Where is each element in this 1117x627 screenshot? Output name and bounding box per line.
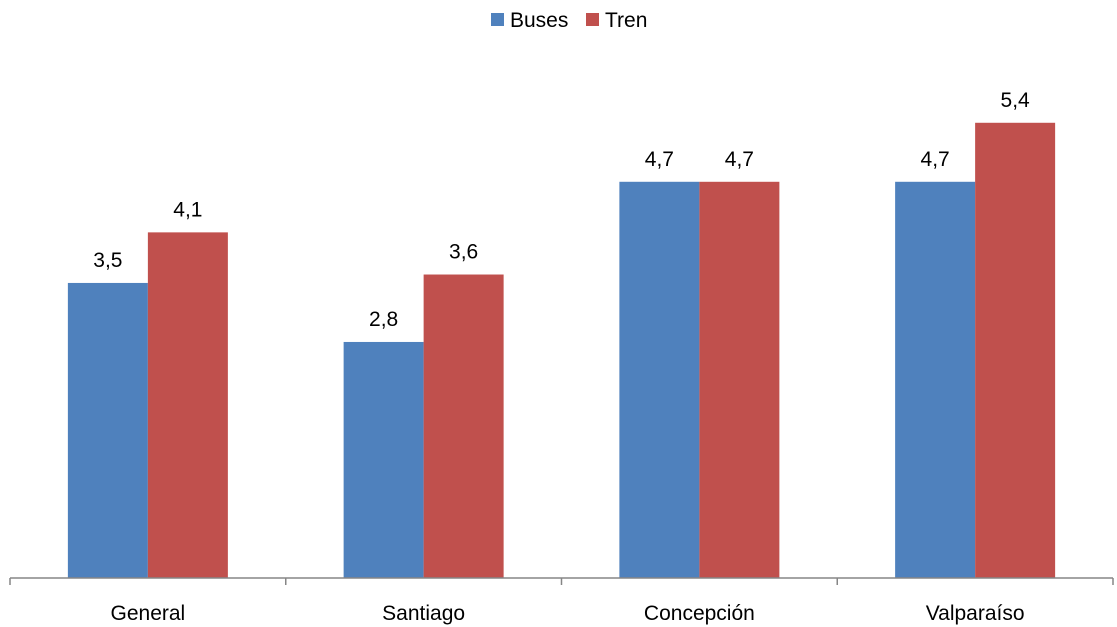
legend-label-tren: Tren [605, 9, 647, 32]
x-tick-labels: General Santiago Concepción Valparaíso [111, 602, 1025, 625]
bar-tren-1 [423, 274, 504, 578]
data-label-buses-0: 3,5 [93, 249, 122, 272]
bar-tren-2 [699, 181, 780, 579]
bar-tren-3 [975, 122, 1056, 578]
legend: Buses Tren [491, 9, 647, 32]
bar-buses-2 [619, 181, 700, 579]
legend-swatch-buses [491, 13, 504, 26]
data-labels: 3,5 4,1 2,8 3,6 4,7 4,7 4,7 5,4 [93, 89, 1030, 331]
x-tick-label-0: General [111, 602, 186, 625]
data-label-tren-2: 4,7 [725, 148, 754, 171]
data-label-tren-0: 4,1 [173, 198, 202, 221]
legend-swatch-tren [586, 13, 599, 26]
bar-buses-3 [895, 181, 976, 579]
data-label-buses-1: 2,8 [369, 308, 398, 331]
bar-tren-0 [147, 232, 228, 578]
x-axis [9, 577, 1114, 585]
bar-buses-0 [67, 282, 148, 578]
data-label-buses-3: 4,7 [921, 148, 950, 171]
bars [67, 122, 1056, 579]
data-label-buses-2: 4,7 [645, 148, 674, 171]
x-tick-label-1: Santiago [382, 602, 465, 625]
data-label-tren-1: 3,6 [449, 241, 478, 264]
legend-label-buses: Buses [510, 9, 568, 32]
x-tick-label-3: Valparaíso [926, 602, 1025, 625]
data-label-tren-3: 5,4 [1001, 89, 1031, 112]
bar-buses-1 [343, 341, 424, 578]
x-tick-label-2: Concepción [644, 602, 755, 625]
